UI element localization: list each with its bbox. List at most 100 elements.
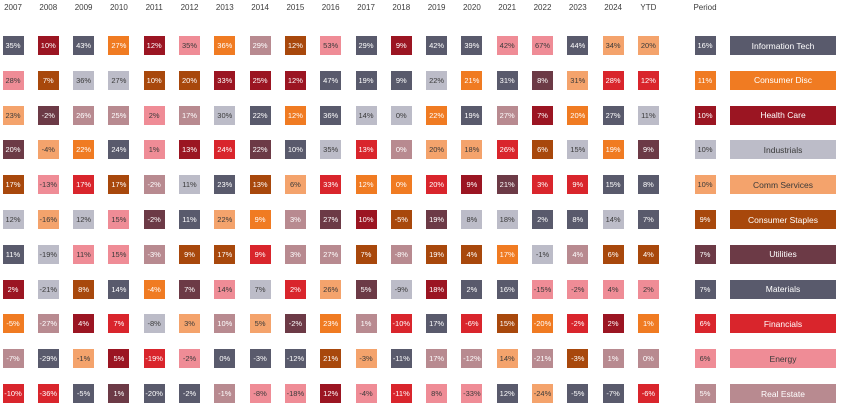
period-cell: 10% [694,105,716,125]
return-cell: 22% [426,105,448,125]
return-cell: 7% [532,105,553,125]
return-cell: 27% [320,244,342,264]
return-cell: 15% [108,210,130,229]
return-cell: 1% [143,140,165,160]
column-header: 2018 [392,3,411,12]
sector-label: Financials [730,314,836,334]
return-cell: -20% [143,384,165,403]
return-cell: -1% [73,349,95,369]
return-cell: 5% [249,314,271,334]
return-cell: 3% [532,175,553,195]
return-cell: -5% [2,314,24,334]
return-cell: 10% [214,314,236,334]
return-cell: 19% [426,210,448,229]
return-cell: 14% [496,349,518,369]
return-cell: 12% [637,70,659,90]
return-cell: 21% [320,349,342,369]
return-cell: 34% [602,36,624,55]
return-cell: 29% [249,36,271,55]
return-cell: 22% [426,70,448,90]
sector-label: Utilities [730,244,836,264]
return-cell: 13% [355,140,377,160]
return-cell: 3% [179,314,200,334]
return-cell: -29% [37,349,59,369]
return-cell: -36% [37,384,59,403]
return-cell: -8% [390,244,412,264]
return-cell: -3% [567,349,589,369]
return-cell: -6% [461,314,483,334]
return-cell: 1% [108,384,130,403]
return-cell: -18% [284,384,306,403]
return-cell: 12% [2,210,24,229]
return-cell: 42% [496,36,518,55]
return-cell: 13% [249,175,271,195]
return-cell: 9% [179,244,200,264]
return-cell: 2% [284,279,306,299]
return-cell: -10% [390,314,412,334]
return-cell: -2% [143,175,165,195]
return-cell: -2% [567,314,589,334]
return-cell: 12% [284,105,306,125]
return-cell: 2% [143,105,165,125]
return-cell: 17% [73,175,95,195]
return-cell: 8% [461,210,483,229]
return-cell: -3% [249,349,271,369]
return-cell: -7% [2,349,24,369]
return-cell: 31% [567,70,589,90]
return-cell: -21% [37,279,59,299]
period-cell: 6% [694,314,716,334]
return-cell: 2% [532,210,553,229]
return-cell: 22% [214,210,236,229]
return-cell: 4% [602,279,624,299]
return-cell: -9% [390,279,412,299]
column-header: 2016 [321,3,340,12]
return-cell: 8% [73,279,95,299]
return-cell: 18% [496,210,518,229]
period-cell: 9% [694,210,716,229]
return-cell: 26% [496,140,518,160]
return-cell: 14% [214,279,236,299]
return-cell: 22% [249,140,271,160]
return-cell: -7% [602,384,624,403]
return-cell: -12% [461,349,483,369]
return-cell: 4% [637,244,659,264]
return-cell: 33% [214,70,236,90]
return-cell: -2% [567,279,589,299]
sector-label: Health Care [730,105,836,125]
period-header: Period [693,3,717,12]
return-cell: -1% [532,244,553,264]
return-cell: 5% [355,279,377,299]
return-cell: 21% [496,175,518,195]
return-cell: 28% [2,70,24,90]
return-cell: -24% [532,384,553,403]
column-header: 2022 [533,3,552,12]
return-cell: 17% [2,175,24,195]
column-header: 2009 [74,3,93,12]
return-cell: 1% [637,314,659,334]
column-header: 2011 [145,3,163,12]
return-cell: -20% [532,314,553,334]
return-cell: 14% [355,105,377,125]
return-cell: 18% [461,140,483,160]
return-cell: -2% [179,349,200,369]
period-cell: 6% [694,349,716,369]
return-cell: 0% [214,349,236,369]
return-cell: 10% [355,210,377,229]
return-cell: 2% [602,314,624,334]
return-cell: -12% [284,349,306,369]
sector-label: Energy [730,349,836,369]
return-cell: 53% [320,36,342,55]
return-cell: 27% [496,105,518,125]
return-cell: 3% [284,244,306,264]
return-cell: 20% [179,70,200,90]
return-cell: 20% [567,105,589,125]
return-cell: 26% [73,105,95,125]
return-cell: 6% [532,140,553,160]
column-header: 2008 [39,3,58,12]
return-cell: 39% [461,36,483,55]
return-cell: 17% [496,244,518,264]
return-cell: 20% [2,140,24,160]
return-cell: 7% [355,244,377,264]
return-cell: 11% [2,244,24,264]
